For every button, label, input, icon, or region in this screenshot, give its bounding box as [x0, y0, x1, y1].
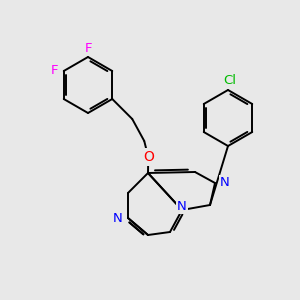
Text: N: N	[177, 200, 187, 212]
Text: F: F	[85, 41, 93, 55]
Text: Cl: Cl	[224, 74, 236, 88]
Text: F: F	[51, 64, 59, 76]
Text: N: N	[220, 176, 230, 190]
Text: O: O	[143, 150, 154, 164]
Text: N: N	[113, 212, 123, 224]
